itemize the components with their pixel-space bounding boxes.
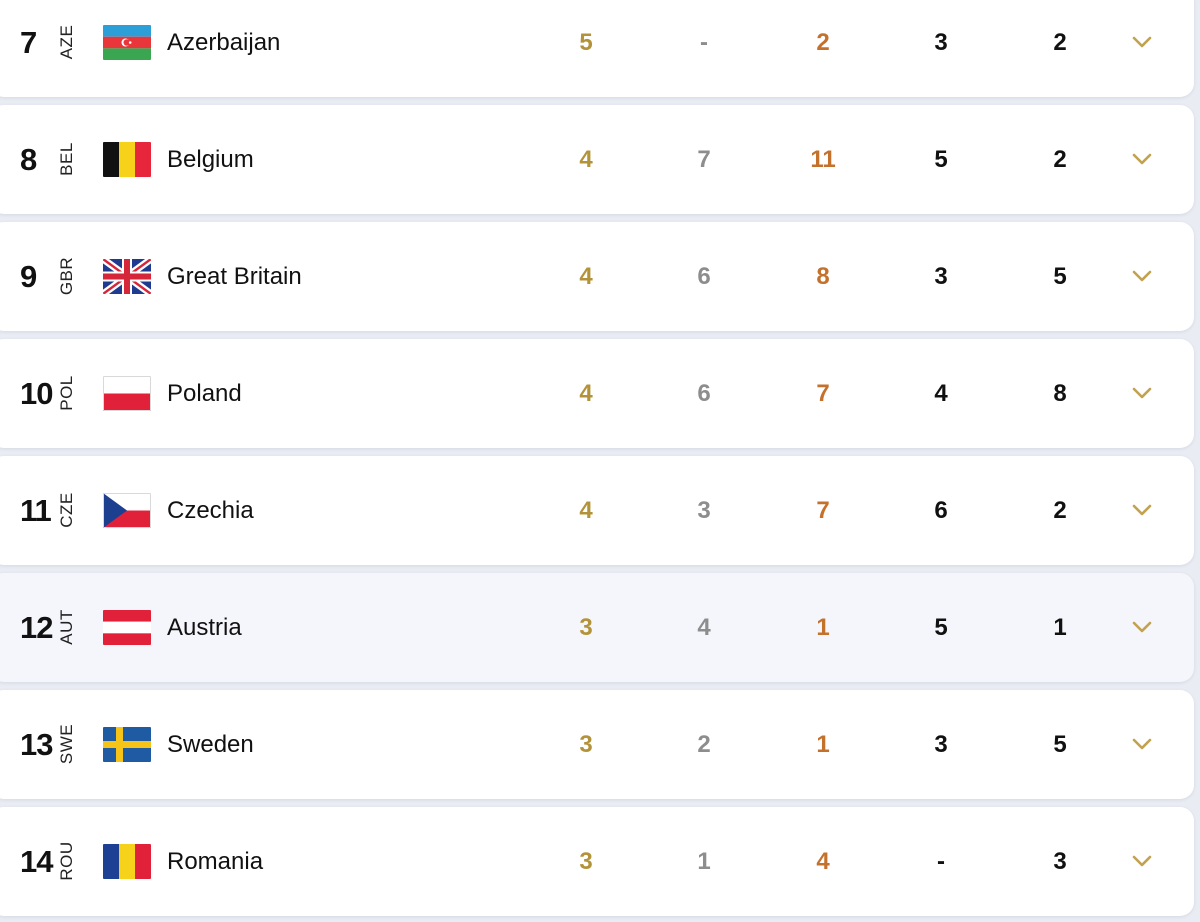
country-code: ROU <box>57 841 76 881</box>
silver-count: - <box>700 29 708 56</box>
gold-count: 4 <box>579 263 593 290</box>
fifth-column-value: 1 <box>1053 614 1067 641</box>
chevron-down-icon[interactable] <box>1131 616 1153 638</box>
great-britain-flag <box>103 259 151 294</box>
bronze-count: 7 <box>816 497 830 524</box>
table-row[interactable]: 10 POL Poland 4 6 7 4 8 <box>0 339 1194 448</box>
table-row[interactable]: 13 SWE Sweden 3 2 1 3 5 <box>0 690 1194 799</box>
country-name: Poland <box>167 380 242 407</box>
bronze-count: 8 <box>816 263 830 290</box>
bronze-count: 11 <box>810 146 836 173</box>
fourth-column-value: - <box>937 848 945 875</box>
fifth-column-value: 5 <box>1053 731 1067 758</box>
fourth-column-value: 3 <box>934 731 948 758</box>
rank: 10 <box>20 376 53 411</box>
country-name: Great Britain <box>167 263 302 290</box>
fourth-column-value: 4 <box>934 380 948 407</box>
silver-count: 2 <box>697 731 711 758</box>
gold-count: 4 <box>579 380 593 407</box>
fourth-column-value: 6 <box>934 497 948 524</box>
table-row[interactable]: 14 ROU Romania 3 1 4 - 3 <box>0 807 1194 916</box>
gold-count: 3 <box>579 614 593 641</box>
chevron-down-icon[interactable] <box>1131 265 1153 287</box>
romania-flag <box>103 844 151 879</box>
silver-count: 7 <box>697 146 711 173</box>
table-row[interactable]: 9 GBR Great Britain 4 6 8 3 5 <box>0 222 1194 331</box>
czechia-flag <box>103 493 151 528</box>
fifth-column-value: 5 <box>1053 263 1067 290</box>
rank: 14 <box>20 844 53 879</box>
chevron-down-icon[interactable] <box>1131 499 1153 521</box>
silver-count: 4 <box>697 614 711 641</box>
poland-flag <box>103 376 151 411</box>
chevron-down-icon[interactable] <box>1131 148 1153 170</box>
silver-count: 6 <box>697 380 711 407</box>
chevron-down-icon[interactable] <box>1131 733 1153 755</box>
belgium-flag <box>103 142 151 177</box>
gold-count: 4 <box>579 146 593 173</box>
country-name: Belgium <box>167 146 254 173</box>
country-code: SWE <box>57 723 76 765</box>
bronze-count: 7 <box>816 380 830 407</box>
bronze-count: 1 <box>816 731 830 758</box>
gold-count: 4 <box>579 497 593 524</box>
bronze-count: 1 <box>816 614 830 641</box>
country-code: POL <box>57 375 76 411</box>
rank: 9 <box>20 259 37 294</box>
fourth-column-value: 3 <box>934 263 948 290</box>
fourth-column-value: 5 <box>934 146 948 173</box>
country-code: GBR <box>57 256 76 296</box>
country-code: AUT <box>57 609 76 645</box>
gold-count: 5 <box>579 29 593 56</box>
rank: 8 <box>20 142 37 177</box>
rank: 7 <box>20 25 37 60</box>
silver-count: 3 <box>697 497 711 524</box>
fourth-column-value: 3 <box>934 29 948 56</box>
gold-count: 3 <box>579 731 593 758</box>
fifth-column-value: 3 <box>1053 848 1067 875</box>
azerbaijan-flag <box>103 25 151 60</box>
country-name: Romania <box>167 848 264 875</box>
country-code: AZE <box>57 24 76 60</box>
country-name: Austria <box>167 614 242 641</box>
rank: 13 <box>20 727 53 762</box>
table-row[interactable]: 11 CZE Czechia 4 3 7 6 2 <box>0 456 1194 565</box>
bronze-count: 2 <box>816 29 830 56</box>
fifth-column-value: 2 <box>1053 29 1067 56</box>
silver-count: 6 <box>697 263 711 290</box>
sweden-flag <box>103 727 151 762</box>
silver-count: 1 <box>697 848 711 875</box>
chevron-down-icon[interactable] <box>1131 850 1153 872</box>
gold-count: 3 <box>579 848 593 875</box>
country-code: CZE <box>57 492 76 528</box>
table-row[interactable]: 7 AZE Azerbaijan 5 - 2 3 2 <box>0 0 1194 97</box>
rank: 12 <box>20 610 53 645</box>
rank: 11 <box>20 493 52 528</box>
country-name: Sweden <box>167 731 254 758</box>
chevron-down-icon[interactable] <box>1131 31 1153 53</box>
table-row[interactable]: 8 BEL Belgium 4 7 11 5 2 <box>0 105 1194 214</box>
fifth-column-value: 8 <box>1053 380 1067 407</box>
fifth-column-value: 2 <box>1053 146 1067 173</box>
fifth-column-value: 2 <box>1053 497 1067 524</box>
country-name: Azerbaijan <box>167 29 281 56</box>
austria-flag <box>103 610 151 645</box>
chevron-down-icon[interactable] <box>1131 382 1153 404</box>
country-name: Czechia <box>167 497 254 524</box>
fourth-column-value: 5 <box>934 614 948 641</box>
bronze-count: 4 <box>816 848 830 875</box>
country-code: BEL <box>57 142 76 176</box>
table-row[interactable]: 12 AUT Austria 3 4 1 5 1 <box>0 573 1194 682</box>
